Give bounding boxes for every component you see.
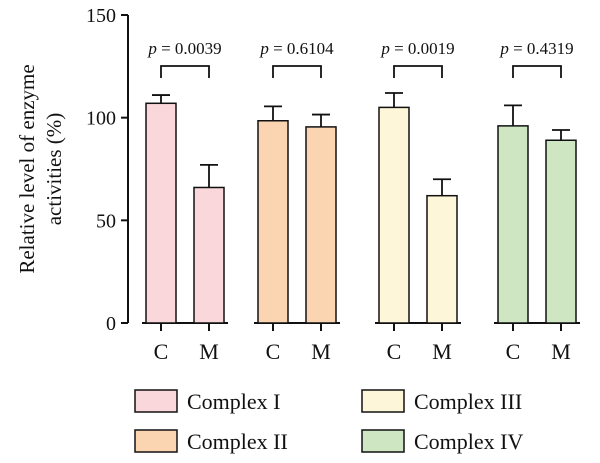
legend-swatch <box>361 429 405 453</box>
x-tick-label: C <box>387 339 402 364</box>
p-value-text: = 0.6104 <box>269 39 334 58</box>
bar <box>497 125 529 324</box>
bar <box>145 102 177 324</box>
bar <box>257 119 289 324</box>
legend-label: Complex III <box>414 389 522 414</box>
significance-bracket <box>512 65 562 78</box>
x-tick-label: M <box>551 339 571 364</box>
x-tick-label: C <box>266 339 281 364</box>
x-tick-label: M <box>432 339 452 364</box>
significance-brackets: p = 0.0039 p = 0.6104 p = 0.0019 p = 0.4319 <box>147 39 574 78</box>
legend-label: Complex I <box>187 389 281 414</box>
bar <box>378 106 410 324</box>
legend-item: Complex I <box>134 389 281 414</box>
legend-label: Complex IV <box>414 429 523 454</box>
significance-bracket <box>272 65 322 78</box>
y-tick-label: 150 <box>86 5 116 27</box>
legend-item: Complex II <box>134 429 288 454</box>
p-value-text: = 0.0039 <box>157 39 222 58</box>
p-value-label: p = 0.0019 <box>380 39 454 58</box>
legend-item: Complex IV <box>361 429 523 454</box>
p-value-text: = 0.0019 <box>390 39 455 58</box>
p-value-label: p = 0.4319 <box>499 39 573 58</box>
significance-bracket <box>393 65 443 78</box>
x-tick-label: C <box>154 339 169 364</box>
legend: Complex I Complex II Complex III Complex IV <box>134 389 523 454</box>
p-symbol: p <box>380 39 390 58</box>
bar <box>193 186 225 324</box>
legend-swatch <box>361 389 405 413</box>
y-axis-label: Relative level of enzyme activities (%) <box>15 64 66 273</box>
y-tick-label: 0 <box>106 313 116 335</box>
p-value-label: p = 0.6104 <box>259 39 334 58</box>
y-tick-label: 100 <box>86 108 116 130</box>
y-axis-label-line: Relative level of enzyme <box>15 64 39 273</box>
bar <box>545 139 577 324</box>
x-tick-label: C <box>506 339 521 364</box>
p-value-label: p = 0.0039 <box>147 39 221 58</box>
bars <box>145 92 577 324</box>
p-symbol: p <box>499 39 509 58</box>
p-symbol: p <box>259 39 269 58</box>
bar <box>305 126 337 324</box>
significance-bracket <box>160 65 210 78</box>
axes: 0 50 100 150 Relative level of enzyme activit… <box>15 5 580 364</box>
bar <box>426 194 458 324</box>
p-symbol: p <box>147 39 157 58</box>
p-value-text: = 0.4319 <box>509 39 574 58</box>
legend-swatch <box>134 429 178 453</box>
x-tick-label: M <box>311 339 331 364</box>
legend-swatch <box>134 389 178 413</box>
legend-label: Complex II <box>187 429 288 454</box>
legend-item: Complex III <box>361 389 522 414</box>
x-tick-label: M <box>199 339 219 364</box>
y-axis-label-line: activities (%) <box>42 113 66 226</box>
y-tick-label: 50 <box>96 210 116 232</box>
